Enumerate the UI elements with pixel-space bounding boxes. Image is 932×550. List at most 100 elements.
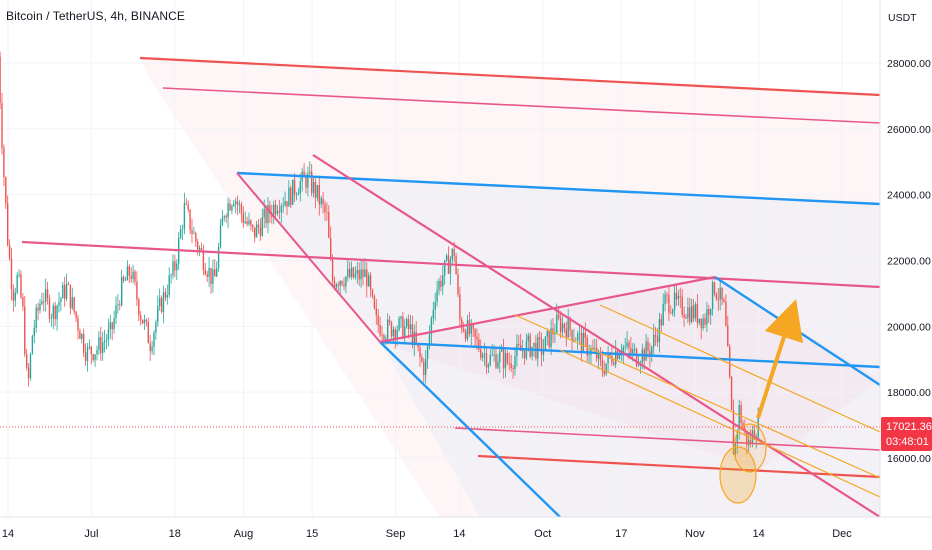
candle-body [0, 56, 1, 104]
candle-body [497, 361, 499, 368]
candle-body [305, 176, 307, 188]
candle-body [212, 269, 214, 285]
candle-body [187, 204, 189, 210]
candle-body [79, 330, 81, 339]
candle-body [371, 289, 374, 297]
candle-body [654, 334, 657, 337]
time-tick-label: 14 [752, 528, 764, 540]
candle-body [179, 229, 182, 239]
price-tick-label: 24000.00 [887, 190, 931, 202]
candle-body [214, 269, 216, 277]
drawings[interactable] [21, 56, 880, 517]
candle-body [405, 319, 408, 327]
candle-body [326, 211, 328, 213]
candle-body [208, 267, 210, 277]
candle-body [189, 209, 191, 231]
candle-body [592, 347, 594, 349]
candle-body [561, 323, 564, 333]
candle-body [613, 362, 615, 365]
candle-body [354, 273, 357, 278]
candle-body [166, 295, 168, 298]
candle-body [590, 347, 592, 355]
orange-highlight-circle-large[interactable] [719, 446, 757, 504]
candle-body [383, 335, 385, 340]
orange-channel-line-3[interactable] [559, 349, 880, 498]
candle-body [225, 216, 227, 218]
candle-body [575, 339, 577, 341]
candle-body [744, 427, 746, 431]
candle-body [82, 334, 85, 353]
candle-body [288, 187, 290, 207]
candle-body [377, 315, 379, 326]
candle-body [476, 336, 478, 340]
candle-body [33, 327, 35, 336]
pink-resistance-line[interactable] [21, 240, 880, 289]
candle-body [518, 343, 520, 346]
orange-channel-line-1[interactable] [514, 314, 880, 479]
candle-body [666, 294, 668, 296]
pink-triangle-upper-line[interactable] [379, 275, 716, 344]
blue-channel-down-line[interactable] [379, 341, 561, 517]
candle-body [1, 103, 3, 148]
candle-body [113, 318, 115, 330]
price-tick-label: 18000.00 [887, 387, 931, 399]
time-axis[interactable]: 14 Jul 18 Aug 15 Sep 14 Oct 17 Nov 14 Dec [2, 528, 852, 540]
candle-body [25, 354, 28, 368]
candle-body [155, 322, 157, 333]
candle-body [516, 343, 518, 357]
candle-body [373, 296, 376, 309]
candle-body [708, 308, 710, 315]
candle-body [348, 269, 351, 277]
candle-body [193, 233, 195, 235]
price-axis[interactable]: 16000.00 18000.00 20000.00 22000.00 24000.00… [887, 58, 931, 465]
candle-body [90, 346, 92, 355]
blue-channel-left-line[interactable] [236, 172, 381, 343]
candle-body [531, 346, 533, 357]
candle-body [730, 376, 733, 410]
candle-body [367, 275, 370, 287]
candle-body [603, 371, 605, 374]
candle-body [443, 260, 446, 276]
candle-body [618, 354, 621, 359]
candle-body [257, 224, 260, 228]
price-tag-box [881, 417, 932, 451]
candle-body [215, 268, 218, 277]
time-tick-label: 15 [306, 528, 318, 540]
candle-body [740, 404, 742, 423]
candle-body [652, 334, 655, 347]
candle-body [310, 171, 313, 194]
pink-down-line[interactable] [312, 154, 880, 517]
candle-body [540, 339, 543, 355]
candle-body [478, 339, 480, 350]
candle-body [607, 352, 609, 364]
orange-channel-line-2[interactable] [599, 304, 880, 433]
orange-highlight-circle-small[interactable] [733, 423, 767, 473]
candle-body [250, 220, 252, 225]
candle-body [295, 194, 298, 196]
red-channel-top-line[interactable] [139, 56, 880, 97]
candle-body [233, 203, 235, 206]
candle-body [67, 283, 70, 285]
candle-body [145, 319, 148, 322]
candle-body [573, 339, 575, 341]
candle-body [162, 292, 165, 313]
time-tick-label: Nov [685, 528, 705, 540]
candle-body [242, 213, 244, 223]
blue-channel-top-line[interactable] [236, 171, 880, 206]
candle-body [548, 331, 550, 347]
candle-body [158, 297, 161, 307]
candle-body [252, 224, 254, 228]
candle-body [457, 274, 459, 295]
candle-body [512, 368, 514, 369]
blue-channel-mid-line[interactable] [379, 340, 880, 369]
candle-body [109, 322, 111, 330]
orange-up-arrow[interactable] [756, 298, 803, 419]
candle-body [126, 266, 129, 281]
candle-body [69, 284, 72, 309]
red-channel-mid-line[interactable] [162, 87, 880, 124]
candle-body [347, 269, 349, 277]
candle-body [521, 350, 524, 352]
candle-body [157, 306, 159, 323]
candle-body [725, 301, 727, 326]
